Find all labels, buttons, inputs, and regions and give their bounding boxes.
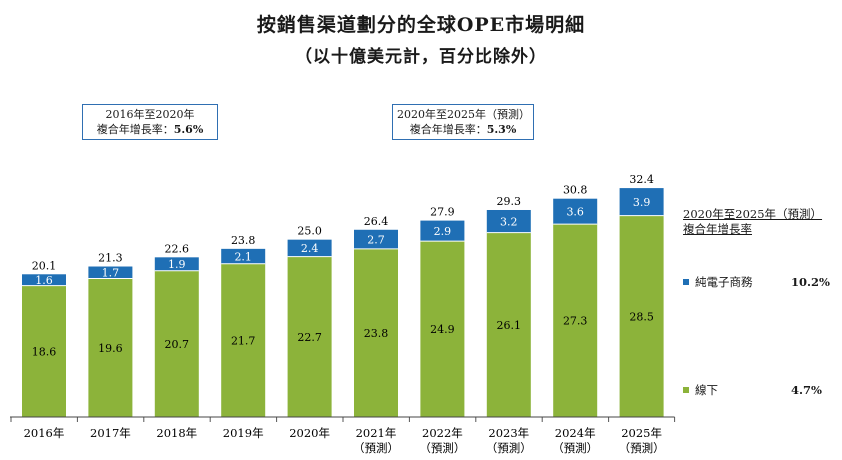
- data-label-offline: 23.8: [364, 327, 389, 340]
- bar-online: [354, 229, 398, 249]
- legend-title: 2020年至2025年（預測） 複合年增長率: [683, 207, 822, 237]
- legend-item-online: 純電子商務 10.2%: [683, 274, 830, 290]
- cagr-box-rate: 複合年增長率：5.3%: [397, 122, 529, 137]
- x-tick-label: 2016年: [24, 426, 65, 440]
- data-label-online: 3.2: [500, 215, 518, 228]
- legend-label: 線下: [695, 383, 718, 397]
- cagr-box-period: 2020年至2025年（預測）: [397, 108, 530, 121]
- cagr-box-period: 2016年至2020年: [105, 108, 195, 121]
- legend-cagr: 4.7%: [791, 383, 822, 397]
- bar-offline: [221, 263, 266, 417]
- bar-online: [619, 188, 664, 216]
- cagr-box-label: 複合年增長率：: [96, 123, 174, 136]
- cagr-box-2016-2020: 2016年至2020年 複合年增長率：5.6%: [82, 104, 218, 140]
- data-label-total: 27.9: [430, 206, 455, 219]
- bar-offline: [619, 215, 664, 417]
- data-label-offline: 22.7: [297, 331, 322, 344]
- bar-offline: [486, 232, 531, 417]
- bar-offline: [287, 256, 332, 417]
- bar-offline: [88, 278, 133, 417]
- bar-online: [420, 220, 465, 242]
- legend-item-offline: 線下 4.7%: [683, 382, 822, 398]
- bar-offline: [553, 224, 598, 417]
- bar-online: [22, 274, 66, 286]
- data-label-online: 1.9: [168, 258, 186, 271]
- chart-title: 按銷售渠道劃分的全球OPE市場明細: [256, 14, 586, 36]
- x-tick-label: 2018年: [156, 426, 197, 440]
- bar-online: [221, 248, 266, 264]
- x-tick-label: 2017年: [90, 426, 131, 440]
- x-tick-label: 2021年: [356, 426, 397, 440]
- data-label-online: 1.7: [102, 267, 120, 280]
- x-tick-label: 2020年: [289, 426, 330, 440]
- data-label-offline: 27.3: [563, 315, 588, 328]
- x-tick-label: 2019年: [223, 426, 264, 440]
- bar-offline: [354, 248, 398, 417]
- x-tick-label: 2022年: [422, 426, 463, 440]
- bar-online: [154, 257, 199, 271]
- chart-subtitle: （以十億美元計，百分比除外）: [295, 47, 547, 67]
- data-label-online: 2.7: [367, 233, 385, 246]
- data-label-total: 23.8: [231, 234, 256, 247]
- legend-title-line2: 複合年增長率: [683, 222, 752, 236]
- data-label-offline: 19.6: [98, 342, 123, 355]
- data-label-online: 2.9: [434, 225, 452, 238]
- data-label-total: 29.3: [497, 195, 522, 208]
- data-label-total: 30.8: [563, 184, 588, 197]
- bar-online: [553, 198, 598, 225]
- x-tick-note: （預測）: [419, 441, 465, 455]
- cagr-box-value: 5.3%: [486, 123, 517, 136]
- data-label-online: 3.9: [633, 196, 651, 209]
- bar-online: [486, 209, 531, 233]
- data-label-total: 32.4: [629, 173, 654, 186]
- data-label-offline: 20.7: [165, 338, 190, 351]
- data-label-online: 2.4: [301, 242, 319, 255]
- cagr-box-rate: 複合年增長率：5.6%: [87, 122, 213, 137]
- cagr-box-value: 5.6%: [173, 123, 204, 136]
- cagr-box-2020-2025: 2020年至2025年（預測） 複合年增長率：5.3%: [392, 104, 534, 140]
- x-tick-note: （預測）: [353, 441, 399, 455]
- data-label-online: 2.1: [234, 250, 252, 263]
- x-tick-label: 2024年: [555, 426, 596, 440]
- legend-title-line1: 2020年至2025年（預測）: [683, 207, 823, 221]
- bar-offline: [420, 241, 465, 417]
- x-tick-label: 2023年: [488, 426, 529, 440]
- bar-offline: [22, 285, 66, 417]
- data-label-offline: 26.1: [497, 319, 522, 332]
- legend-cagr: 10.2%: [791, 275, 830, 289]
- data-label-offline: 28.5: [629, 310, 654, 323]
- x-tick-note: （預測）: [486, 441, 532, 455]
- x-tick-note: （預測）: [552, 441, 598, 455]
- legend-label: 純電子商務: [695, 275, 753, 289]
- bar-offline: [154, 270, 199, 417]
- data-label-total: 25.0: [297, 225, 322, 238]
- data-label-total: 26.4: [364, 215, 389, 228]
- legend-swatch-offline: [683, 387, 689, 393]
- x-tick-label: 2025年: [621, 426, 662, 440]
- legend-swatch-online: [683, 279, 689, 285]
- cagr-box-label: 複合年增長率：: [409, 123, 487, 136]
- x-tick-note: （預測）: [619, 441, 665, 455]
- data-label-total: 22.6: [165, 242, 190, 255]
- data-label-online: 1.6: [35, 274, 53, 287]
- bar-online: [88, 266, 133, 279]
- data-label-total: 20.1: [32, 259, 57, 272]
- data-label-online: 3.6: [566, 205, 584, 218]
- bar-online: [287, 239, 332, 257]
- data-label-offline: 24.9: [430, 323, 455, 336]
- data-label-offline: 18.6: [32, 345, 57, 358]
- data-label-total: 21.3: [98, 252, 123, 265]
- data-label-offline: 21.7: [231, 334, 256, 347]
